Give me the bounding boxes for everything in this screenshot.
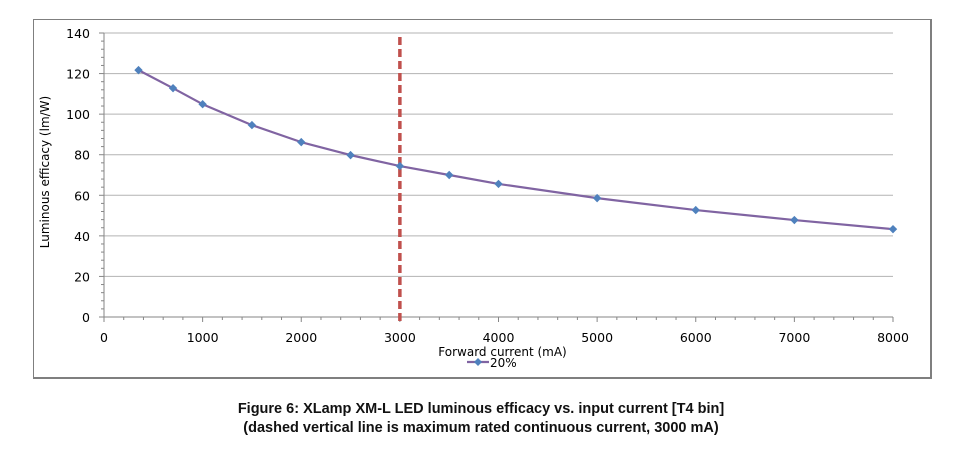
- data-point-marker: [395, 161, 405, 171]
- series-line: [138, 69, 894, 231]
- chart-plot: 0 20 40 60 80 100 120 140 0 1000 2000 3000 4000 5000 6…: [38, 26, 909, 370]
- x-tick-label: 1000: [187, 330, 219, 345]
- x-tick-label: 6000: [680, 330, 712, 345]
- data-point-marker: [134, 65, 143, 75]
- labels: 0 20 40 60 80 100 120 140 0 1000 2000 3000 4000 5000 6…: [38, 26, 909, 370]
- x-tick-label: 5000: [581, 330, 613, 345]
- y-tick-label: 40: [74, 229, 90, 244]
- gridlines: [104, 32, 893, 277]
- x-tick-label: 3000: [384, 330, 416, 345]
- x-tick-label: 7000: [778, 330, 810, 345]
- data-point-marker: [247, 120, 257, 130]
- figure-caption: Figure 6: XLamp XM-L LED luminous effica…: [0, 400, 962, 438]
- y-tick-label: 80: [74, 148, 90, 163]
- legend-marker: [474, 358, 482, 366]
- y-axis-title: Luminous efficacy (lm/W): [38, 96, 52, 248]
- data-point-marker: [444, 170, 454, 180]
- x-tick-label: 0: [100, 330, 108, 345]
- y-tick-label: 140: [66, 26, 90, 41]
- x-tick-label: 2000: [285, 330, 317, 345]
- y-tick-label: 120: [66, 67, 90, 82]
- data-point-marker: [198, 100, 207, 109]
- x-tick-label: 8000: [877, 330, 909, 345]
- caption-line-1: Figure 6: XLamp XM-L LED luminous effica…: [237, 401, 725, 417]
- y-tick-label: 100: [66, 107, 90, 122]
- y-tick-label: 0: [82, 310, 90, 325]
- data-point-marker: [297, 137, 306, 147]
- axes: [99, 32, 894, 322]
- data-point-marker: [592, 193, 602, 203]
- series: [134, 65, 898, 234]
- y-tick-label: 20: [74, 269, 90, 284]
- caption-line-2: (dashed vertical line is maximum rated c…: [243, 420, 719, 436]
- legend-label: 20%: [490, 356, 517, 370]
- data-point-marker: [888, 224, 898, 234]
- data-point-marker: [494, 179, 503, 189]
- data-point-marker: [790, 215, 799, 225]
- x-tick-label: 4000: [483, 330, 515, 345]
- data-point-marker: [346, 150, 355, 160]
- data-point-marker: [691, 205, 700, 215]
- data-point-marker: [168, 83, 178, 93]
- x-axis-title: Forward current (mA): [438, 345, 566, 359]
- y-tick-label: 60: [74, 188, 90, 203]
